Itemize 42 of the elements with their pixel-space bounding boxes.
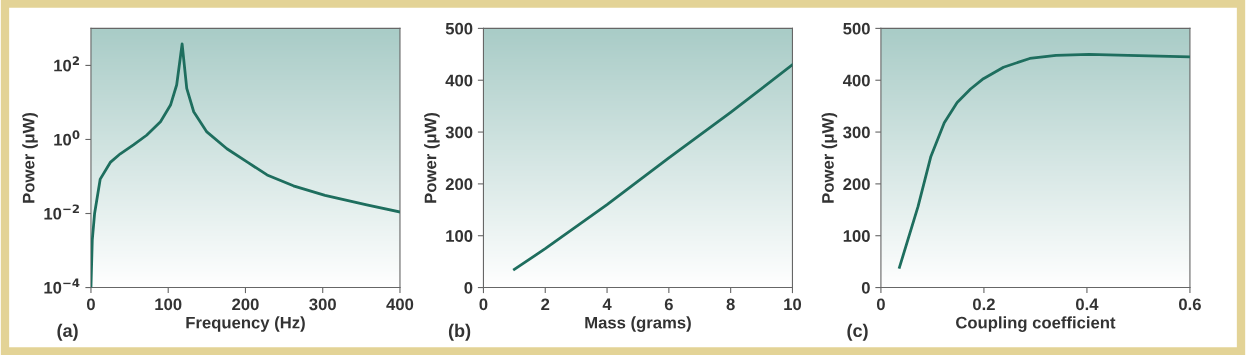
y-tick-label: 10$^{−2}$ [44, 204, 79, 220]
y-tick-label: 300 [445, 126, 473, 139]
x-tick-label: 0.4 [1076, 298, 1099, 311]
x-tick-label: 200 [232, 298, 259, 311]
x-tick-label: 0 [86, 298, 95, 311]
x-tick-label: 100 [155, 298, 182, 311]
y-tick-label: 10$^{2}$ [54, 56, 80, 72]
y-tick-label: 10$^{0}$ [54, 130, 80, 146]
x-axis-title: Mass (grams) [585, 316, 691, 332]
y-tick-label: 200 [445, 178, 473, 191]
line-series [512, 63, 793, 271]
y-tick-label: 0 [861, 281, 870, 294]
x-tick-label: 0.6 [1179, 298, 1201, 311]
x-axis-title: Frequency (Hz) [186, 316, 305, 332]
y-tick-label: 500 [843, 22, 870, 35]
x-axis-title: Coupling coefficient [956, 316, 1116, 332]
text: (a) [57, 323, 78, 341]
x-tick-label: 4 [602, 298, 612, 311]
y-axis-title: Power (μW) [424, 112, 440, 203]
y-tick-label: 200 [843, 178, 870, 191]
x-tick-label: 2 [541, 298, 550, 311]
text: (b) [448, 323, 471, 341]
x-tick-label: 8 [726, 298, 735, 311]
x-tick-label: 6 [664, 298, 673, 311]
y-tick-label: 100 [843, 230, 870, 242]
x-tick-label: 0 [479, 298, 488, 311]
x-tick-label: 0.2 [973, 298, 995, 311]
y-tick-label: 0 [464, 281, 473, 294]
x-tick-label: 400 [386, 298, 414, 311]
y-tick-label: 100 [446, 230, 473, 242]
x-tick-label: 300 [309, 298, 336, 311]
y-tick-label: 400 [445, 74, 473, 87]
y-tick-label: 300 [843, 126, 870, 139]
y-tick-label: 10$^{−4}$ [44, 278, 80, 294]
x-tick-label: 0 [876, 298, 885, 311]
y-axis-title: Power (μW) [821, 112, 838, 203]
text: (c) [847, 323, 868, 341]
y-tick-label: 500 [445, 22, 473, 35]
y-axis-title: Power (μW) [22, 112, 38, 203]
line-series [898, 52, 1190, 269]
y-tick-label: 400 [842, 74, 870, 87]
x-tick-label: 10 [784, 298, 802, 311]
